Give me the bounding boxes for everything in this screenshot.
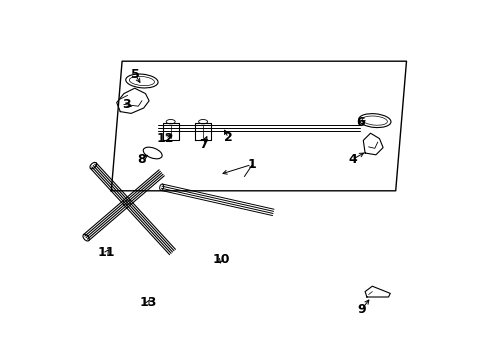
Text: 13: 13 — [139, 296, 156, 309]
Text: 4: 4 — [347, 153, 356, 166]
Text: 6: 6 — [355, 116, 364, 129]
Text: 7: 7 — [198, 138, 207, 151]
Text: 1: 1 — [247, 158, 256, 171]
Text: 10: 10 — [212, 253, 229, 266]
Text: 12: 12 — [157, 132, 174, 145]
Text: 8: 8 — [137, 153, 145, 166]
Text: 9: 9 — [356, 303, 365, 316]
Text: 2: 2 — [224, 131, 232, 144]
Text: 5: 5 — [131, 68, 140, 81]
Text: 3: 3 — [122, 98, 130, 111]
Text: 11: 11 — [98, 246, 115, 259]
